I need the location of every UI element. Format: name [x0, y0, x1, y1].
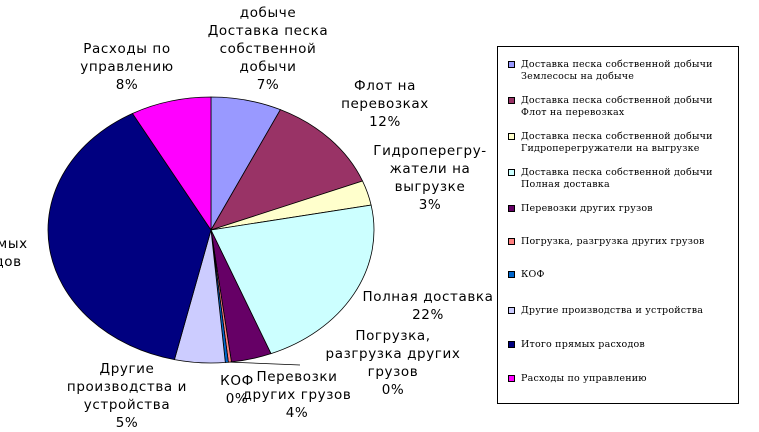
slice-label-1: добыче Доставка песка собственной добычи 7% [208, 5, 328, 93]
legend-swatch [508, 205, 515, 212]
leader-lines [229, 361, 301, 366]
legend-swatch [508, 341, 515, 348]
legend-label: Расходы по управлению [521, 373, 647, 384]
legend-label: Погрузка, разгрузка других грузов [521, 236, 705, 247]
slice-label-line: производства и [67, 379, 187, 395]
slice-label-line: грузов [368, 364, 419, 380]
legend-label: Доставка песка собственной добычи Полная… [521, 167, 713, 190]
legend-swatch [508, 97, 515, 104]
pie-slice-10 [131, 96, 212, 232]
slice-label-line: Перевозки [256, 369, 337, 385]
slice-label-6: Погрузка, разгрузка других грузов 0% [326, 328, 461, 398]
legend-label: Доставка песка собственной добычи Флот н… [521, 95, 713, 118]
slice-label-line: устройства [84, 397, 170, 413]
slice-label-10: Расходы по управлению 8% [80, 41, 174, 93]
slice-label-line: жатели на [390, 161, 471, 177]
legend-label: Доставка песка собственной добычи Гидроп… [521, 131, 713, 154]
legend-swatch [508, 271, 515, 278]
slice-label-line: добычи [240, 59, 297, 75]
slice-label-line: добыче [240, 5, 296, 21]
legend-label: Другие производства и устройства [521, 305, 704, 316]
slice-label-line: перевозках [341, 96, 429, 112]
legend-swatch [508, 307, 515, 314]
slice-label-line: разгрузка других [326, 346, 461, 362]
legend-swatch [508, 375, 515, 382]
slice-label-line: управлению [80, 59, 174, 75]
slice-label-line: 0% [226, 391, 249, 407]
legend-label: Перевозки других грузов [521, 203, 653, 214]
slice-label-4: Полная доставка 22% [362, 289, 493, 323]
slice-label-line: Полная доставка [362, 289, 493, 305]
slice-label-3: Гидроперегру-жатели на выгрузке 3% [373, 143, 487, 213]
slice-label-line: 7% [257, 77, 280, 93]
pie-slice-4 [210, 204, 375, 355]
slice-label-line: 22% [412, 307, 444, 323]
slice-label-line: 8% [116, 77, 139, 93]
legend-swatch [508, 169, 515, 176]
legend-label: Итого прямых расходов [521, 339, 645, 350]
slice-label-line: 12% [369, 114, 401, 130]
slice-label-8: Другие производства и устройства 5% [67, 361, 187, 431]
slice-label-line: Доставка песка [208, 23, 328, 39]
leader-line-6 [229, 361, 301, 366]
slice-label-line: Флот на [354, 78, 416, 94]
legend: Доставка песка собственной добычи Землес… [497, 46, 739, 404]
slice-label-line: 3% [419, 197, 442, 213]
slice-label-line: дов [0, 254, 22, 270]
slice-label-line: выгрузке [395, 179, 466, 195]
slice-label-line: Расходы по [83, 41, 170, 57]
slice-label-line: собственной [220, 41, 317, 57]
legend-label: КОФ [521, 269, 545, 280]
legend-swatch [508, 238, 515, 245]
slice-label-line: Гидроперегру- [373, 143, 487, 159]
slice-label-line: 4% [286, 405, 309, 421]
slice-label-line: КОФ [220, 373, 254, 389]
pie-slices [47, 96, 375, 364]
slice-label-line: Другие [100, 361, 155, 377]
slice-label-line: 0% [382, 382, 405, 398]
slice-label-9: ямых дов [0, 236, 28, 270]
pie-slice-9 [47, 112, 212, 361]
pie-slice-2 [210, 109, 364, 231]
slice-labels: добыче Доставка песка собственной добычи 7% Ф… [0, 5, 493, 431]
legend-swatch [508, 133, 515, 140]
slice-label-5: Перевозки других грузов 4% [243, 369, 352, 421]
legend-swatch [508, 61, 515, 68]
slice-label-2: Флот на перевозках 12% [341, 78, 429, 130]
slice-label-line: других грузов [243, 387, 352, 403]
slice-label-line: ямых [0, 236, 28, 252]
legend-label: Доставка песка собственной добычи Землес… [521, 59, 713, 82]
slice-label-line: Погрузка, [355, 328, 430, 344]
slice-label-7: КОФ 0% [220, 373, 254, 407]
slice-label-line: 5% [116, 415, 139, 431]
